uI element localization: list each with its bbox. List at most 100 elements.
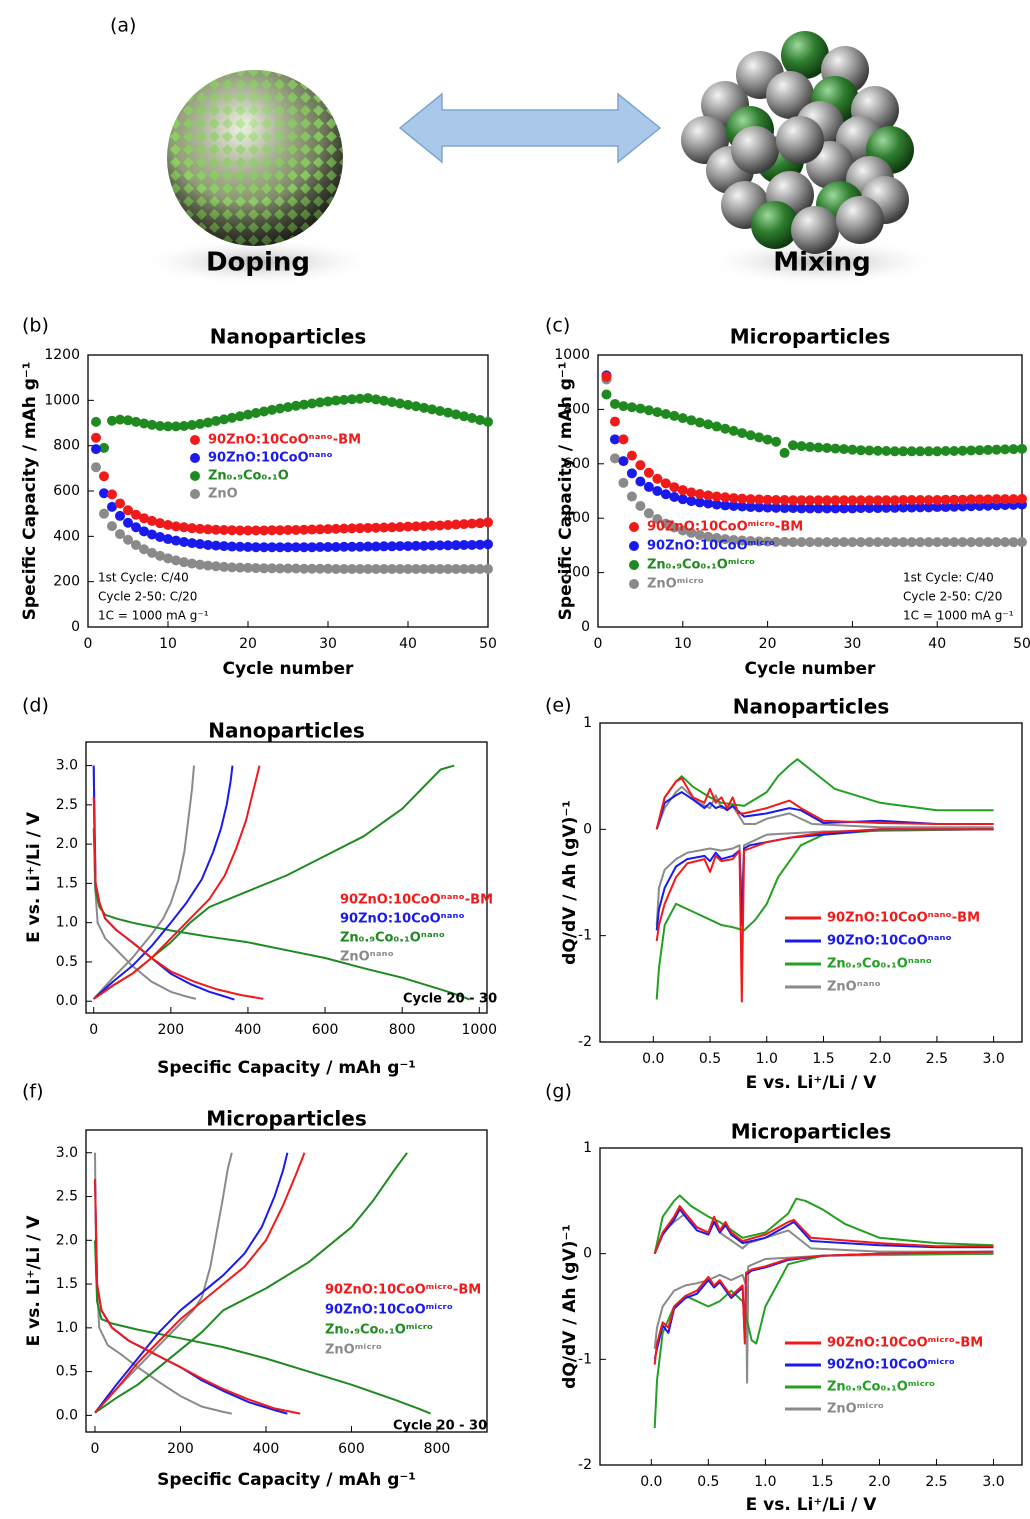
data-point xyxy=(331,541,341,552)
data-point xyxy=(635,500,646,511)
x-axis-label: E vs. Li⁺/Li / V xyxy=(746,1073,878,1093)
data-point xyxy=(660,409,671,420)
data-point xyxy=(139,418,149,429)
y-tick-label: 600 xyxy=(53,483,80,499)
data-point xyxy=(107,521,117,532)
data-point xyxy=(728,500,739,511)
data-point xyxy=(652,473,663,484)
data-point xyxy=(323,563,333,574)
data-point xyxy=(475,415,485,426)
data-point xyxy=(1017,443,1027,454)
data-point xyxy=(991,444,1002,455)
legend-label: 90ZnO:10CoOⁿᵃⁿᵒ-BM xyxy=(827,911,980,926)
data-point xyxy=(677,413,688,424)
data-point xyxy=(643,405,654,416)
sphere-shading xyxy=(167,70,343,246)
data-point xyxy=(855,445,866,456)
y-axis-label: E vs. Li⁺/Li / V xyxy=(24,1215,44,1347)
data-point xyxy=(694,530,705,541)
data-line xyxy=(92,764,470,1001)
data-point xyxy=(187,558,197,569)
chart-title: Nanoparticles xyxy=(210,325,366,349)
data-point xyxy=(371,394,381,405)
data-point xyxy=(283,524,293,535)
data-point xyxy=(171,521,181,532)
data-point xyxy=(779,494,790,505)
data-point xyxy=(459,411,469,422)
data-point xyxy=(419,402,429,413)
x-tick-label: 0 xyxy=(594,636,603,652)
y-tick-label: 0.0 xyxy=(56,1407,78,1423)
data-point xyxy=(371,563,381,574)
data-point xyxy=(203,560,213,571)
legend-label: ZnO xyxy=(208,487,238,502)
data-point xyxy=(123,415,133,426)
x-tick-label: 400 xyxy=(253,1441,280,1457)
data-point xyxy=(195,418,205,429)
data-point xyxy=(131,509,141,520)
data-point xyxy=(788,503,799,514)
legend-marker xyxy=(190,453,200,463)
data-point xyxy=(299,563,309,574)
data-point xyxy=(235,411,245,422)
legend-label: 90ZnO:10CoOᵐⁱᶜʳᵒ-BM xyxy=(827,1336,983,1351)
data-point xyxy=(1008,537,1019,548)
legend-label: 90ZnO:10CoOᵐⁱᶜʳᵒ xyxy=(647,539,775,554)
data-point xyxy=(459,539,469,550)
data-point xyxy=(267,542,277,553)
y-tick-label: -2 xyxy=(578,1457,592,1473)
chart-title: Nanoparticles xyxy=(208,719,364,743)
data-point xyxy=(821,495,832,506)
data-point xyxy=(677,525,688,536)
data-point xyxy=(211,524,221,535)
y-tick-label: 1 xyxy=(583,1140,592,1156)
data-point xyxy=(427,563,437,574)
data-point xyxy=(872,537,883,548)
data-point xyxy=(940,494,951,505)
data-point xyxy=(147,547,157,558)
data-point xyxy=(339,563,349,574)
particle xyxy=(836,196,884,244)
data-point xyxy=(251,525,261,536)
plot-frame xyxy=(87,354,489,628)
x-tick-label: 10 xyxy=(674,636,692,652)
data-point xyxy=(451,519,461,530)
data-point xyxy=(923,494,934,505)
data-point xyxy=(483,517,493,528)
data-point xyxy=(626,491,637,502)
data-point xyxy=(355,563,365,574)
data-point xyxy=(443,407,453,418)
data-point xyxy=(609,434,620,445)
data-point xyxy=(171,421,181,432)
y-tick-label: 3.0 xyxy=(56,1145,78,1161)
data-point xyxy=(227,541,237,552)
data-point xyxy=(762,434,773,445)
data-point xyxy=(107,415,117,426)
x-tick-label: 2.0 xyxy=(868,1474,890,1490)
legend-marker xyxy=(629,522,639,532)
data-point xyxy=(251,408,261,419)
data-point xyxy=(275,403,285,414)
data-point xyxy=(427,404,437,415)
data-point xyxy=(227,562,237,573)
data-point xyxy=(219,414,229,425)
data-point xyxy=(147,515,157,526)
mixed-cluster xyxy=(681,31,914,254)
data-line xyxy=(94,1152,233,1415)
data-point xyxy=(966,537,977,548)
data-point xyxy=(915,537,926,548)
data-point xyxy=(660,478,671,489)
data-point xyxy=(283,563,293,574)
x-axis-label: Cycle number xyxy=(223,659,355,679)
data-point xyxy=(235,525,245,536)
data-point xyxy=(1000,537,1011,548)
chart-title: Microparticles xyxy=(731,1120,892,1144)
y-axis-label: dQ/dV / Ah (gV)⁻¹ xyxy=(560,800,580,965)
data-point xyxy=(411,540,421,551)
data-point xyxy=(291,563,301,574)
y-tick-label: -1 xyxy=(578,1351,592,1367)
particle xyxy=(731,126,779,174)
x-axis-label: Specific Capacity / mAh g⁻¹ xyxy=(157,1470,416,1490)
data-point xyxy=(864,537,875,548)
